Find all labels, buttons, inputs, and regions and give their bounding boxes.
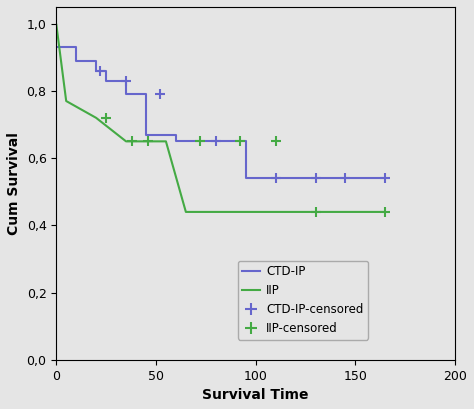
Legend: CTD-IP, IIP, CTD-IP-censored, IIP-censored: CTD-IP, IIP, CTD-IP-censored, IIP-censor… <box>237 261 368 340</box>
Y-axis label: Cum Survival: Cum Survival <box>7 132 21 235</box>
X-axis label: Survival Time: Survival Time <box>202 388 309 402</box>
